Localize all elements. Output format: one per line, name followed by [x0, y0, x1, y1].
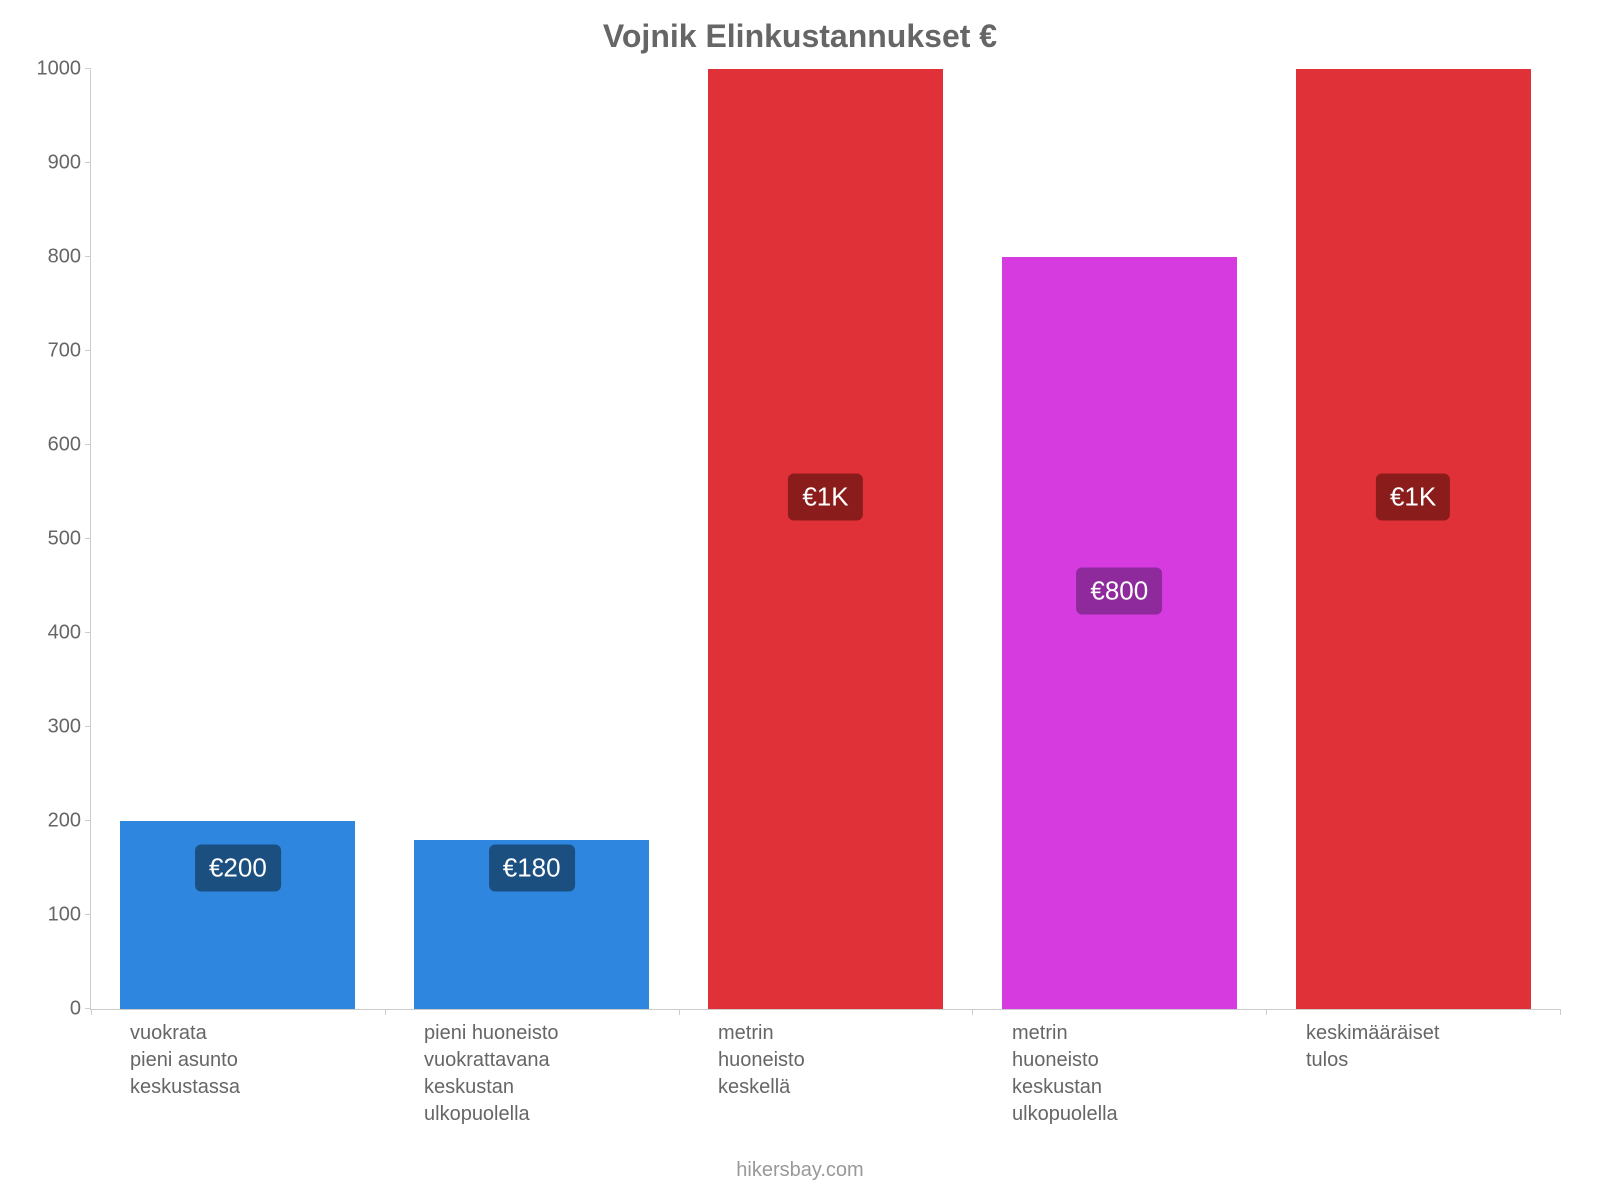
chart-title: Vojnik Elinkustannukset €	[0, 18, 1600, 55]
bar-slot: €180	[385, 70, 679, 1009]
x-tick-mark	[91, 1009, 92, 1015]
bar-slot: €800	[972, 70, 1266, 1009]
y-tick-label: 600	[21, 434, 91, 457]
y-tick-label: 700	[21, 340, 91, 363]
x-tick-mark	[679, 1009, 680, 1015]
x-axis-label: keskimääräiset tulos	[1266, 1020, 1560, 1128]
y-tick-label: 900	[21, 152, 91, 175]
x-axis-label: pieni huoneisto vuokrattavana keskustan …	[384, 1020, 678, 1128]
x-axis-label: metrin huoneisto keskellä	[678, 1020, 972, 1128]
bar-value-label: €180	[489, 845, 575, 892]
y-tick-label: 800	[21, 246, 91, 269]
chart-container: Vojnik Elinkustannukset € €200 €180 €1K €80…	[0, 0, 1600, 1200]
y-tick-mark	[85, 820, 91, 821]
bar-slot: €1K	[1266, 70, 1560, 1009]
x-tick-mark	[385, 1009, 386, 1015]
y-tick-mark	[85, 68, 91, 69]
y-tick-label: 300	[21, 716, 91, 739]
x-tick-mark	[1266, 1009, 1267, 1015]
y-tick-mark	[85, 162, 91, 163]
y-tick-label: 100	[21, 904, 91, 927]
y-tick-label: 500	[21, 528, 91, 551]
y-tick-mark	[85, 538, 91, 539]
y-tick-label: 400	[21, 622, 91, 645]
x-axis-label: vuokrata pieni asunto keskustassa	[90, 1020, 384, 1128]
plot-area: €200€180€1K€800€1K 010020030040050060070…	[90, 70, 1560, 1010]
y-tick-label: 1000	[21, 58, 91, 81]
y-tick-mark	[85, 726, 91, 727]
bars-group: €200 €180 €1K €800 €1K	[91, 70, 1560, 1009]
bar-value-label: €800	[1076, 567, 1162, 614]
y-tick-label: 0	[21, 998, 91, 1021]
bar-value-label: €1K	[788, 473, 862, 520]
y-tick-mark	[85, 914, 91, 915]
bar-slot: €200	[91, 70, 385, 1009]
x-axis-labels: vuokrata pieni asunto keskustassapieni h…	[90, 1020, 1560, 1128]
bar-slot: €1K	[679, 70, 973, 1009]
x-tick-mark	[972, 1009, 973, 1015]
chart-footer: hikersbay.com	[0, 1159, 1600, 1182]
bar	[1296, 69, 1531, 1009]
y-tick-mark	[85, 256, 91, 257]
y-tick-label: 200	[21, 810, 91, 833]
bar	[1002, 257, 1237, 1009]
y-tick-mark	[85, 444, 91, 445]
y-tick-mark	[85, 350, 91, 351]
bar-value-label: €1K	[1376, 473, 1450, 520]
bar-value-label: €200	[195, 845, 281, 892]
bar	[708, 69, 943, 1009]
x-tick-mark	[1560, 1009, 1561, 1015]
x-axis-label: metrin huoneisto keskustan ulkopuolella	[972, 1020, 1266, 1128]
y-tick-mark	[85, 632, 91, 633]
